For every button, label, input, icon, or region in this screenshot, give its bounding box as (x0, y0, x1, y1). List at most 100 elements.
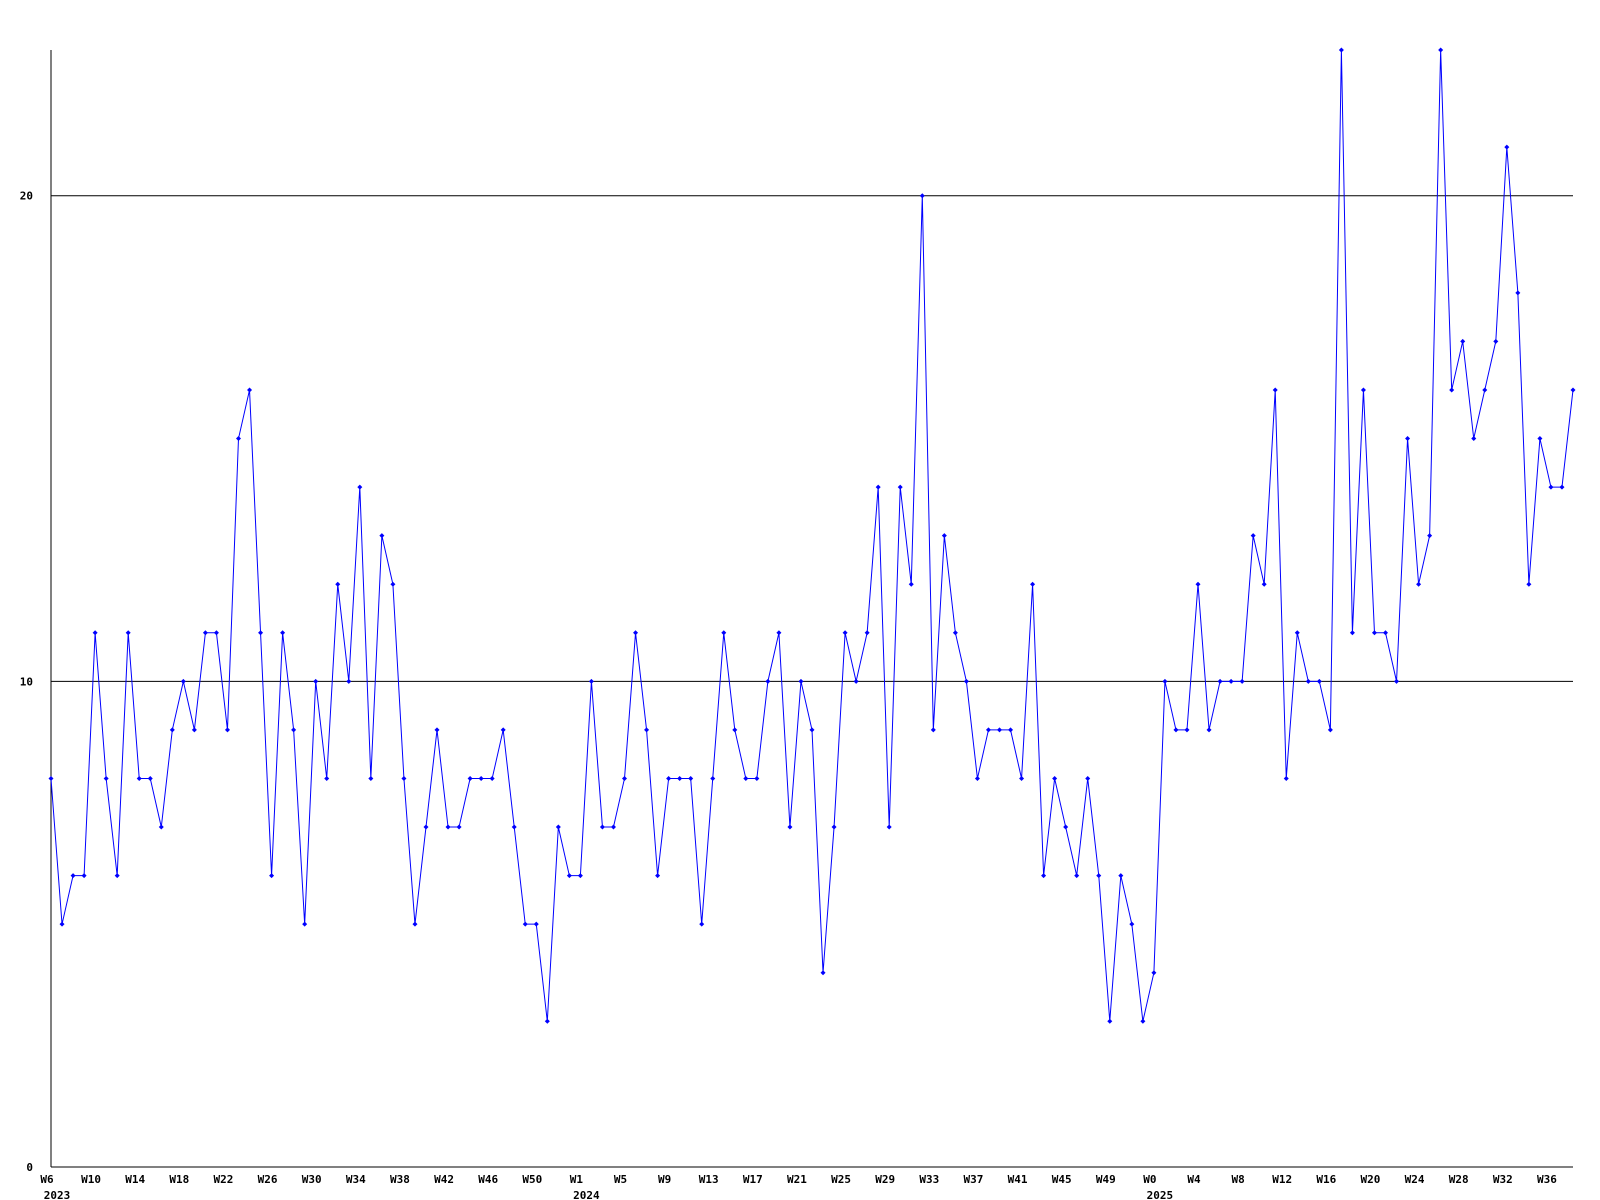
data-point (313, 678, 319, 684)
data-point (1537, 436, 1543, 442)
data-point (787, 824, 793, 830)
data-point (1250, 533, 1256, 539)
data-point (180, 678, 186, 684)
data-point (1338, 47, 1344, 53)
data-point (908, 581, 914, 587)
data-point (633, 630, 639, 636)
data-point (1460, 338, 1466, 344)
data-point (1416, 581, 1422, 587)
data-point (136, 775, 142, 781)
y-tick-label: 20 (20, 190, 33, 203)
data-point (765, 678, 771, 684)
data-point (1107, 1018, 1113, 1024)
data-point (1184, 727, 1190, 733)
x-tick-label: W6 (40, 1173, 54, 1186)
data-point (59, 921, 65, 927)
data-point (291, 727, 297, 733)
data-point (1405, 436, 1411, 442)
data-point (478, 775, 484, 781)
data-point (1129, 921, 1135, 927)
data-point (1327, 727, 1333, 733)
data-point (1096, 873, 1102, 879)
x-tick-label: W34 (346, 1173, 366, 1186)
data-point (930, 727, 936, 733)
data-point (522, 921, 528, 927)
x-tick-label: W36 (1537, 1173, 1557, 1186)
data-point (269, 873, 275, 879)
x-tick-label: W26 (258, 1173, 278, 1186)
data-point (577, 873, 583, 879)
x-tick-label: W0 (1143, 1173, 1156, 1186)
data-point (919, 193, 925, 199)
x-tick-label: W45 (1052, 1173, 1072, 1186)
y-tick-label: 0 (26, 1161, 33, 1174)
data-point (1283, 775, 1289, 781)
data-point (191, 727, 197, 733)
x-tick-label: W8 (1232, 1173, 1245, 1186)
x-tick-label: W13 (699, 1173, 719, 1186)
x-tick-label: W50 (522, 1173, 542, 1186)
data-point (566, 873, 572, 879)
data-point (820, 970, 826, 976)
data-point (70, 873, 76, 879)
x-tick-label: W5 (614, 1173, 627, 1186)
x-tick-label: W33 (919, 1173, 939, 1186)
data-point (1515, 290, 1521, 296)
data-point (1030, 581, 1036, 587)
data-point (302, 921, 308, 927)
data-point (423, 824, 429, 830)
x-tick-label: W28 (1449, 1173, 1469, 1186)
data-point (1019, 775, 1025, 781)
data-point (622, 775, 628, 781)
data-point (125, 630, 131, 636)
data-point (401, 775, 407, 781)
data-point (1383, 630, 1389, 636)
data-point (809, 727, 815, 733)
data-point (500, 727, 506, 733)
data-point (1471, 436, 1477, 442)
data-point (1548, 484, 1554, 490)
data-point (48, 775, 54, 781)
x-year-label: 2024 (573, 1189, 600, 1200)
x-tick-label: W25 (831, 1173, 851, 1186)
data-point (456, 824, 462, 830)
data-point (1316, 678, 1322, 684)
data-point (1228, 678, 1234, 684)
data-point (202, 630, 208, 636)
data-point (533, 921, 539, 927)
data-point (644, 727, 650, 733)
data-point (1052, 775, 1058, 781)
data-point (467, 775, 473, 781)
x-tick-label: W37 (963, 1173, 983, 1186)
data-point (853, 678, 859, 684)
data-point (258, 630, 264, 636)
data-point (1118, 873, 1124, 879)
data-point (224, 727, 230, 733)
x-tick-label: W17 (743, 1173, 763, 1186)
data-point (1427, 533, 1433, 539)
data-point (412, 921, 418, 927)
data-point (147, 775, 153, 781)
data-point (280, 630, 286, 636)
x-tick-label: W18 (169, 1173, 189, 1186)
data-point (1074, 873, 1080, 879)
data-point (1151, 970, 1157, 976)
data-point (368, 775, 374, 781)
data-point (699, 921, 705, 927)
data-point (434, 727, 440, 733)
x-tick-label: W24 (1405, 1173, 1425, 1186)
data-point (610, 824, 616, 830)
data-point (1239, 678, 1245, 684)
x-tick-label: W1 (570, 1173, 584, 1186)
data-point (897, 484, 903, 490)
data-point (247, 387, 253, 393)
data-point (1206, 727, 1212, 733)
data-point (599, 824, 605, 830)
x-tick-label: W20 (1361, 1173, 1381, 1186)
data-point (1482, 387, 1488, 393)
data-point (1371, 630, 1377, 636)
data-point (324, 775, 330, 781)
data-point (1294, 630, 1300, 636)
